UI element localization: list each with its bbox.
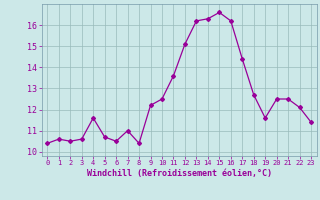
X-axis label: Windchill (Refroidissement éolien,°C): Windchill (Refroidissement éolien,°C) [87, 169, 272, 178]
